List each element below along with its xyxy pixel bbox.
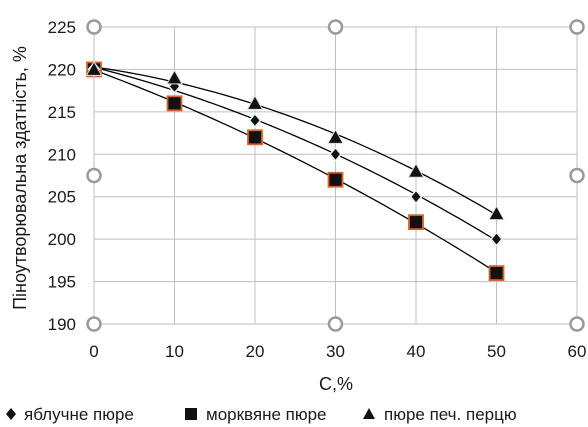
y-tick-label: 225 [48, 18, 76, 37]
point-carrot [408, 214, 424, 231]
selection-handle[interactable] [86, 19, 102, 35]
x-tick-label: 20 [246, 342, 265, 361]
data-points [85, 60, 505, 281]
legend-label: пюре печ. перцю [384, 405, 517, 424]
x-tick-label: 60 [568, 342, 587, 361]
legend-marker-square [185, 408, 197, 420]
legend-item-pepper: пюре печ. перцю [363, 405, 517, 424]
x-tick-label: 50 [487, 342, 506, 361]
y-tick-label: 210 [48, 145, 76, 164]
trendlines [93, 66, 497, 274]
y-tick-labels: 190 195 200 205 210 215 220 225 [48, 18, 76, 334]
selection-handle[interactable] [86, 167, 102, 184]
legend-label: яблучне пюре [24, 405, 134, 424]
x-tick-labels: 0 10 20 30 40 50 60 [89, 342, 586, 361]
y-tick-label: 190 [48, 315, 76, 334]
x-tick-label: 0 [89, 342, 98, 361]
selection-handle[interactable] [569, 167, 585, 184]
y-tick-label: 195 [48, 273, 76, 292]
x-axis-title: C,% [319, 374, 353, 394]
y-tick-label: 205 [48, 188, 76, 207]
selection-handle[interactable] [569, 316, 585, 332]
trendline-carrot [93, 69, 497, 274]
y-axis-title: Піноутворювальна здатність, % [10, 46, 30, 310]
point-carrot [166, 95, 183, 112]
y-tick-label: 200 [48, 230, 76, 249]
point-pepper [166, 69, 183, 85]
selection-handle[interactable] [569, 19, 585, 35]
selection-handle[interactable] [86, 316, 102, 332]
point-pepper [488, 205, 505, 221]
x-tick-label: 40 [407, 342, 426, 361]
legend-marker-diamond [6, 408, 16, 420]
point-pepper [407, 162, 425, 178]
point-apple [328, 146, 343, 163]
selection-handles [86, 19, 585, 332]
trendline-apple [93, 66, 497, 242]
selection-handle[interactable] [327, 19, 344, 35]
point-carrot [327, 171, 344, 188]
y-tick-label: 215 [48, 103, 76, 122]
trendline-pepper [93, 66, 497, 216]
legend: яблучне пюре морквяне пюре пюре печ. перцю [6, 405, 517, 424]
y-tick-label: 220 [48, 60, 76, 79]
point-pepper [327, 128, 344, 144]
point-pepper [85, 60, 103, 76]
point-carrot [247, 129, 263, 146]
point-apple [248, 112, 262, 129]
legend-item-apple: яблучне пюре [6, 405, 134, 424]
legend-marker-triangle [363, 408, 375, 419]
x-tick-label: 30 [326, 342, 345, 361]
point-apple [489, 231, 504, 247]
point-apple [409, 188, 423, 205]
legend-label: морквяне пюре [206, 405, 327, 424]
point-pepper [246, 94, 264, 110]
selection-handle[interactable] [327, 316, 344, 332]
point-carrot [488, 265, 505, 281]
legend-item-carrot: морквяне пюре [185, 405, 327, 424]
x-tick-label: 10 [165, 342, 184, 361]
